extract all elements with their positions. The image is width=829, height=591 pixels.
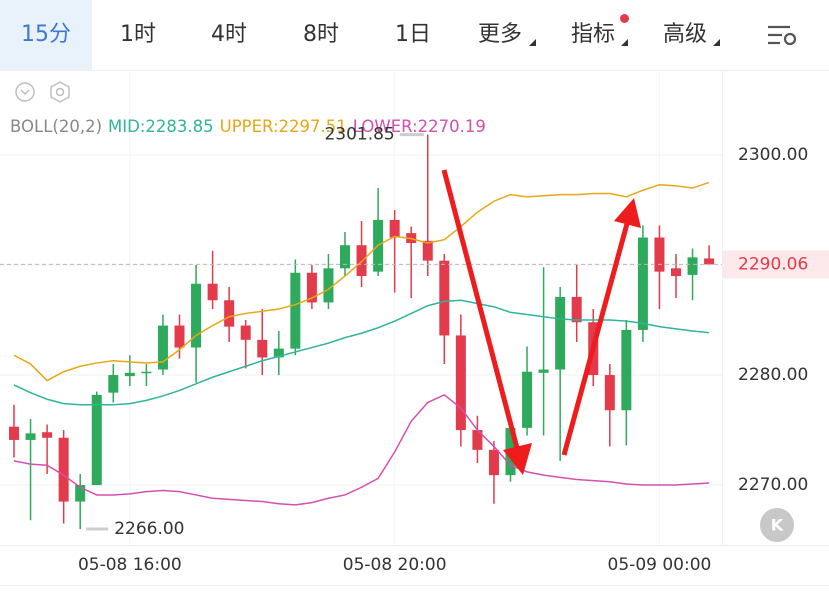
collapse-chevron (20, 89, 30, 95)
k-button-icon: K (771, 516, 784, 535)
indicator-lower: LOWER:2270.19 (353, 117, 486, 136)
tab-bar: 15分 1时 4时 8时 1日 更多 指标 高级 (0, 0, 829, 70)
candle-body (555, 296, 566, 370)
y-tick-label: 2270.00 (738, 475, 808, 495)
indicator-line (13, 299, 710, 406)
arrow-head (614, 198, 641, 228)
indicator-mid: MID:2283.85 (108, 117, 214, 136)
candle-body (207, 283, 218, 301)
tab[interactable]: 4时 (211, 22, 247, 47)
tab[interactable]: 高级 (662, 22, 707, 47)
candle-body (191, 283, 202, 348)
candle-body (571, 296, 582, 323)
tab[interactable]: 8时 (303, 22, 339, 47)
candle-body (141, 371, 152, 374)
candle-body (654, 237, 665, 272)
last-price-box (723, 250, 829, 279)
candle-body (273, 348, 284, 358)
candle-body (422, 240, 433, 261)
candle-body (91, 394, 102, 486)
x-tick-label: 05-08 20:00 (343, 555, 447, 575)
x-tick-label: 05-09 00:00 (608, 555, 712, 575)
indicator-line (13, 181, 710, 382)
candle-body (323, 268, 334, 303)
candle-body (704, 258, 715, 265)
dropdown-mark (529, 39, 536, 46)
candle-body (42, 432, 53, 438)
annotation-label: 2266.00 (114, 519, 184, 539)
indicator-header: BOLL(20,2) MID:2283.85 UPPER:2297.51 LOWER:… (10, 117, 486, 136)
settings-icon[interactable] (50, 81, 70, 103)
indicator-line (13, 393, 710, 506)
x-tick-label: 05-08 16:00 (78, 555, 182, 575)
tab[interactable]: 指标 (570, 22, 615, 47)
dropdown-mark (713, 39, 720, 46)
tab[interactable]: 更多 (477, 22, 522, 47)
notice-dot (620, 14, 629, 23)
candle-body (290, 272, 301, 349)
candle-body (356, 245, 367, 277)
icon-gear (783, 32, 797, 46)
candle-body (340, 245, 350, 269)
indicator-name: BOLL(20,2) (10, 117, 102, 136)
y-tick-label: 2280.00 (738, 365, 808, 385)
candle-body (9, 426, 19, 440)
candle-body (224, 300, 235, 327)
candle-body (75, 485, 86, 502)
tab[interactable]: 15分 (0, 0, 92, 70)
candle-body (439, 260, 450, 336)
candle-body (124, 372, 135, 377)
candle-body (687, 257, 698, 275)
last-price-label: 2290.06 (738, 254, 808, 274)
candle-body (455, 335, 466, 431)
candle-body (621, 329, 632, 411)
candle-body (389, 219, 400, 238)
arrow-shaft (561, 219, 631, 456)
candle-body (604, 375, 615, 411)
tab[interactable]: 1日 (395, 22, 431, 47)
candle-body (306, 272, 317, 303)
candle-body (637, 237, 648, 330)
arrow-shaft (441, 169, 521, 453)
candle-body (108, 375, 119, 393)
down-arrow (441, 169, 532, 475)
filter-icon[interactable] (768, 25, 797, 46)
candle-body (157, 325, 168, 370)
settings-dot (55, 87, 65, 97)
dropdown-mark (621, 39, 628, 46)
arrow-head (503, 443, 532, 475)
marks (0, 70, 722, 545)
candle-body (472, 430, 483, 450)
candle-body (58, 437, 69, 502)
k-button[interactable] (760, 508, 794, 542)
annotation-label: 2301.85 (324, 125, 394, 145)
candle-body (671, 268, 681, 277)
candle-body (240, 325, 251, 340)
candle-body (522, 371, 533, 428)
candle-body (174, 325, 185, 348)
collapse-icon[interactable] (15, 82, 35, 102)
up-arrow (561, 198, 641, 456)
candle-body (25, 433, 36, 440)
candle-body (257, 339, 268, 358)
indicator-upper: UPPER:2297.51 (220, 117, 347, 136)
tab[interactable]: 1时 (120, 22, 156, 47)
candle-body (488, 449, 499, 476)
candle-body (538, 369, 549, 373)
y-tick-label: 2300.00 (738, 145, 808, 165)
